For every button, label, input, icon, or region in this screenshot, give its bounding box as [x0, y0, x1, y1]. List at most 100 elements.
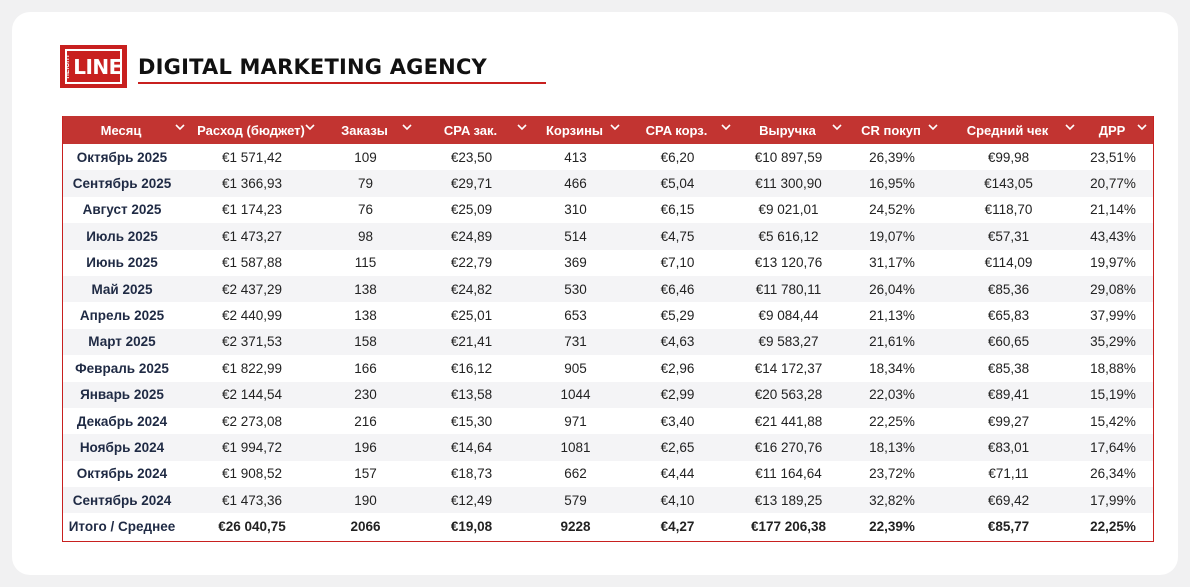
- table-cell: 514: [564, 228, 587, 244]
- table-cell: €2 144,54: [221, 387, 283, 403]
- table-cell: 413: [564, 149, 587, 165]
- table-row: Июнь 2025 €1 587,88 115 €22,79 369 €7,10 €13 1…: [63, 250, 1153, 276]
- table-cell: 109: [354, 149, 377, 165]
- table-cell: €1 174,23: [221, 202, 283, 218]
- column-header[interactable]: CPA корз.: [628, 116, 739, 144]
- table-cell: €23,50: [450, 149, 493, 165]
- brand-underline: [138, 82, 546, 84]
- table-row: Октябрь 2025 €1 571,42 109 €23,50 413 €6,20 €1…: [63, 144, 1153, 170]
- table-cell: €12,49: [450, 492, 493, 508]
- table-cell: 22,39%: [869, 519, 915, 535]
- column-header-label: CPA корз.: [645, 122, 708, 138]
- chevron-down-icon[interactable]: [721, 124, 731, 133]
- row-month-cell: Сентябрь 2024: [72, 492, 172, 508]
- table-cell: 157: [354, 466, 377, 482]
- table-cell: €24,89: [450, 228, 493, 244]
- chevron-down-icon[interactable]: [305, 124, 315, 133]
- table-cell: €85,77: [987, 519, 1030, 535]
- table-cell: 158: [354, 334, 377, 350]
- table-cell: 16,95%: [869, 176, 915, 192]
- table-cell: €21,41: [450, 334, 493, 350]
- table-cell: €10 897,59: [754, 149, 823, 165]
- table-cell: 2066: [350, 519, 381, 535]
- row-month-cell: Январь 2025: [80, 387, 164, 403]
- table-cell: €6,20: [660, 149, 695, 165]
- table-cell: 115: [354, 255, 377, 271]
- row-month-cell: Ноябрь 2024: [79, 439, 165, 455]
- table-total-row: Итого / Среднее €26 040,75 2066 €19,08 9228 €…: [63, 513, 1153, 539]
- column-header[interactable]: Расход (бюджет): [193, 116, 323, 144]
- column-header[interactable]: CR покуп: [850, 116, 946, 144]
- row-month-cell: Итого / Среднее: [68, 519, 176, 535]
- table-cell: 35,29%: [1090, 334, 1136, 350]
- table-cell: €4,75: [660, 228, 695, 244]
- table-cell: 15,19%: [1090, 387, 1136, 403]
- table-cell: 26,34%: [1090, 466, 1136, 482]
- column-header[interactable]: CPA зак.: [420, 116, 535, 144]
- chevron-down-icon[interactable]: [832, 124, 842, 133]
- table-cell: 369: [564, 255, 587, 271]
- table-cell: €4,10: [660, 492, 695, 508]
- table-cell: €16 270,76: [754, 439, 823, 455]
- table-cell: €1 587,88: [221, 255, 283, 271]
- table-cell: €11 780,11: [755, 281, 822, 297]
- chevron-down-icon[interactable]: [175, 124, 185, 133]
- row-month-cell: Июль 2025: [86, 228, 158, 244]
- chevron-down-icon[interactable]: [1065, 124, 1075, 133]
- column-header-label: Корзины: [545, 122, 604, 138]
- table-cell: €143,05: [984, 176, 1033, 192]
- table-cell: €2 273,08: [221, 413, 283, 429]
- table-cell: €69,42: [987, 492, 1030, 508]
- table-cell: €25,01: [450, 308, 493, 324]
- chevron-down-icon[interactable]: [610, 124, 620, 133]
- table-cell: €1 994,72: [221, 439, 283, 455]
- table-cell: 18,88%: [1090, 360, 1136, 376]
- column-header[interactable]: Заказы: [323, 116, 420, 144]
- row-month-cell: Февраль 2025: [75, 360, 169, 376]
- table-cell: 29,08%: [1090, 281, 1136, 297]
- table-cell: €1 908,52: [221, 466, 283, 482]
- table-cell: 23,72%: [869, 466, 915, 482]
- column-header[interactable]: Средний чек: [946, 116, 1083, 144]
- chevron-down-icon[interactable]: [928, 124, 938, 133]
- chevron-down-icon[interactable]: [517, 124, 527, 133]
- row-month-cell: Декабрь 2024: [76, 413, 168, 429]
- column-header-label: Расход (бюджет): [197, 122, 305, 138]
- column-header[interactable]: ДРР: [1083, 116, 1155, 144]
- logo-small-text: HEIGHT: [65, 54, 72, 79]
- table-cell: €4,44: [660, 466, 695, 482]
- column-header-label: ДРР: [1098, 122, 1126, 138]
- column-header[interactable]: Корзины: [535, 116, 628, 144]
- table-cell: 18,34%: [869, 360, 915, 376]
- data-table: Месяц Расход (бюджет) Заказы CPA зак. Корзин…: [62, 116, 1154, 542]
- column-header-label: CPA зак.: [443, 122, 498, 138]
- table-cell: €7,10: [660, 255, 695, 271]
- chevron-down-icon[interactable]: [1137, 124, 1147, 133]
- table-cell: 76: [357, 202, 374, 218]
- table-cell: 79: [357, 176, 374, 192]
- table-row: Апрель 2025 €2 440,99 138 €25,01 653 €5,29 €9 …: [63, 302, 1153, 328]
- table-cell: 98: [357, 228, 374, 244]
- table-body: Октябрь 2025 €1 571,42 109 €23,50 413 €6,20 €1…: [63, 144, 1153, 540]
- row-month-cell: Май 2025: [91, 281, 153, 297]
- table-cell: €5,29: [660, 308, 695, 324]
- table-cell: 22,03%: [869, 387, 915, 403]
- table-cell: €16,12: [450, 360, 493, 376]
- column-header[interactable]: Месяц: [63, 116, 193, 144]
- chevron-down-icon[interactable]: [402, 124, 412, 133]
- table-cell: 22,25%: [869, 413, 915, 429]
- row-month-cell: Сентябрь 2025: [72, 176, 172, 192]
- table-cell: €14 172,37: [754, 360, 823, 376]
- table-cell: €21 441,88: [754, 413, 823, 429]
- table-cell: 662: [564, 466, 587, 482]
- table-cell: €18,73: [450, 466, 493, 482]
- table-cell: €15,30: [450, 413, 493, 429]
- column-header-label: Заказы: [341, 122, 388, 138]
- table-cell: 1044: [560, 387, 591, 403]
- table-cell: 905: [564, 360, 587, 376]
- column-header[interactable]: Выручка: [739, 116, 850, 144]
- table-cell: €6,46: [660, 281, 695, 297]
- table-cell: 196: [354, 439, 377, 455]
- table-row: Февраль 2025 €1 822,99 166 €16,12 905 €2,96 €1…: [63, 355, 1153, 381]
- table-cell: 19,97%: [1090, 255, 1136, 271]
